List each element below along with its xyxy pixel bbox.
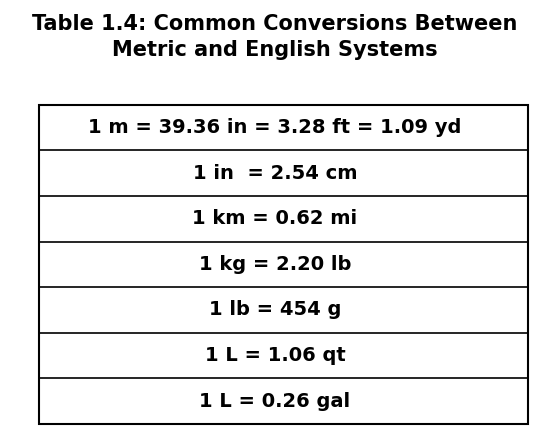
Text: Table 1.4: Common Conversions Between
Metric and English Systems: Table 1.4: Common Conversions Between Me… bbox=[32, 14, 518, 60]
Text: 1 kg = 2.20 lb: 1 kg = 2.20 lb bbox=[199, 255, 351, 274]
Text: 1 L = 1.06 qt: 1 L = 1.06 qt bbox=[205, 346, 345, 365]
Text: 1 in  = 2.54 cm: 1 in = 2.54 cm bbox=[192, 164, 358, 183]
Text: 1 km = 0.62 mi: 1 km = 0.62 mi bbox=[192, 209, 358, 228]
Text: 1 L = 0.26 gal: 1 L = 0.26 gal bbox=[200, 392, 350, 411]
Text: 1 m = 39.36 in = 3.28 ft = 1.09 yd: 1 m = 39.36 in = 3.28 ft = 1.09 yd bbox=[89, 118, 461, 137]
Text: 1 lb = 454 g: 1 lb = 454 g bbox=[209, 301, 341, 319]
Bar bbox=[39, 105, 528, 424]
